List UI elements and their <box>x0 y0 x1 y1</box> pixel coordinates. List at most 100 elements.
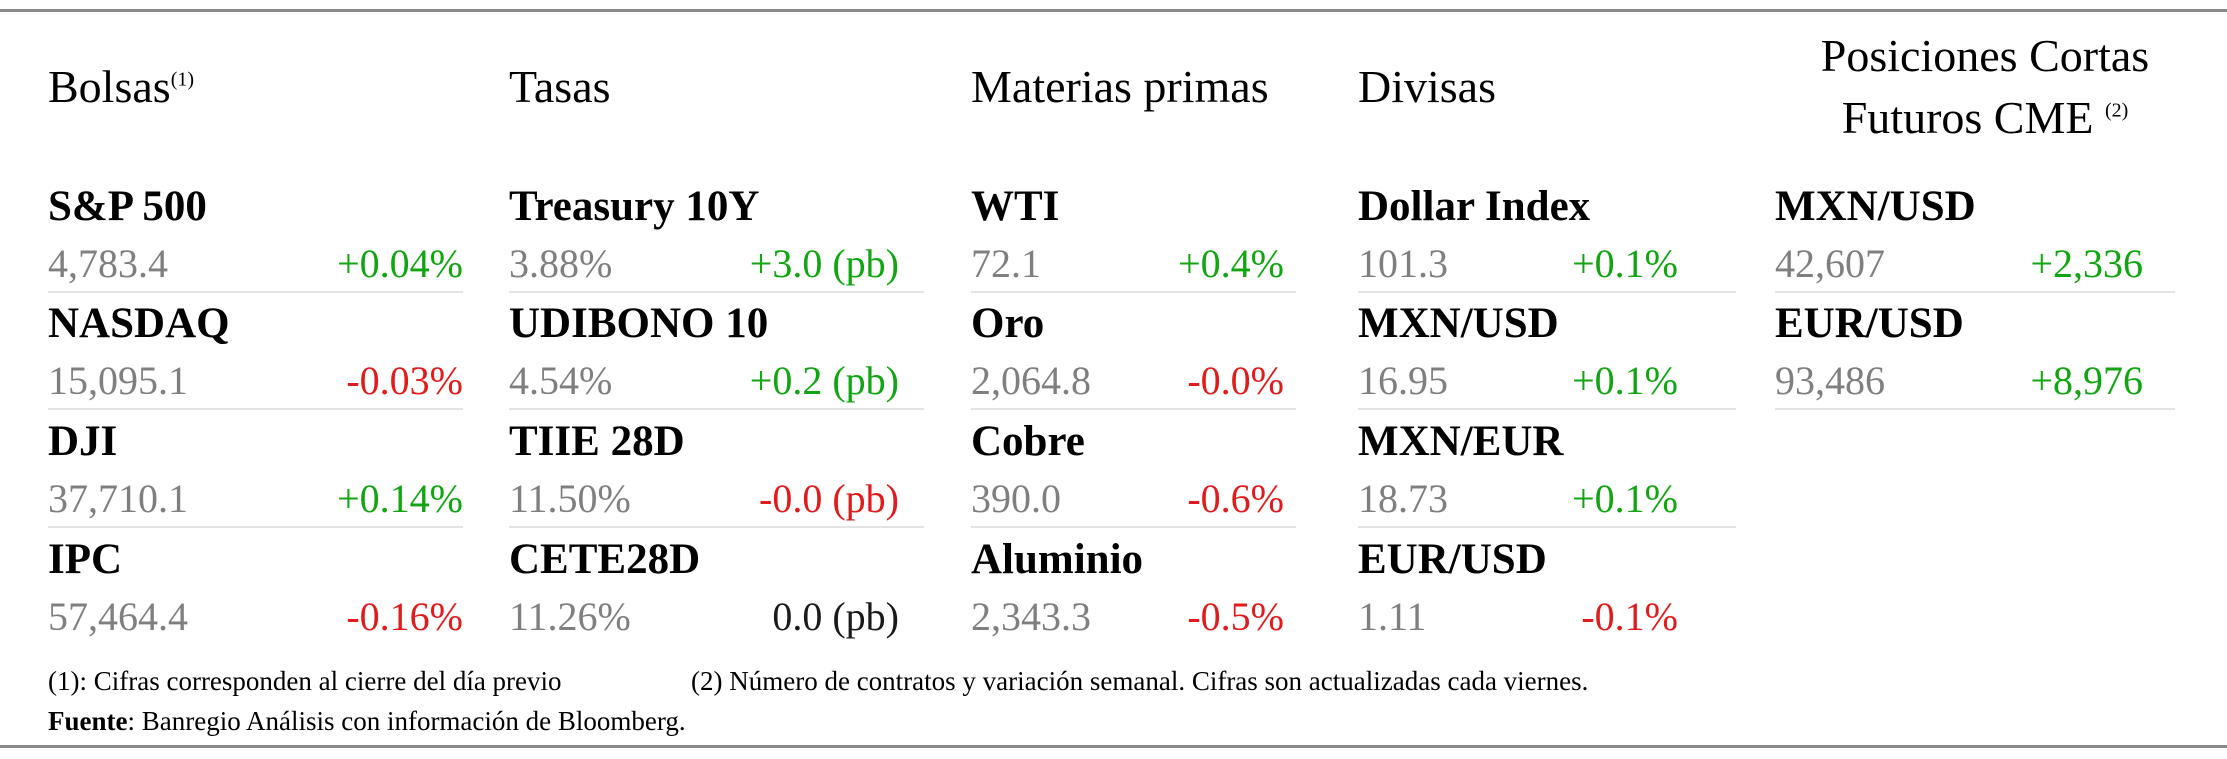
market-item: Aluminio 2,343.3 -0.5% <box>971 535 1296 653</box>
instrument-change: +0.4% <box>1178 241 1284 286</box>
column-header: Posiciones Cortas Futuros CME (2) <box>1755 25 2215 149</box>
instrument-name: CETE28D <box>509 536 701 583</box>
instrument-name: IPC <box>48 536 123 583</box>
instrument-value: 93,486 <box>1775 358 1885 403</box>
instrument-value: 16.95 <box>1358 358 1448 403</box>
instrument-value: 4,783.4 <box>48 241 168 286</box>
column-header: Bolsas(1) <box>48 61 195 112</box>
instrument-name: MXN/USD <box>1358 300 1559 347</box>
row-separator <box>48 291 463 293</box>
market-item: MXN/USD 16.95 +0.1% <box>1358 299 1736 417</box>
footnote-marker: (1) <box>170 68 195 91</box>
column-header: Materias primas <box>971 61 1269 112</box>
instrument-value: 37,710.1 <box>48 476 188 521</box>
instrument-change: +0.2 (pb) <box>749 358 899 403</box>
top-border <box>0 9 2227 12</box>
market-item: IPC 57,464.4 -0.16% <box>48 535 463 653</box>
instrument-name: Aluminio <box>971 536 1144 583</box>
instrument-change: -0.1% <box>1581 594 1678 639</box>
instrument-name: NASDAQ <box>48 300 230 347</box>
market-item: MXN/USD 42,607 +2,336 <box>1775 182 2175 300</box>
instrument-value: 2,064.8 <box>971 358 1091 403</box>
market-item: WTI 72.1 +0.4% <box>971 182 1296 300</box>
instrument-change: +0.1% <box>1572 476 1678 521</box>
row-separator <box>971 526 1296 528</box>
instrument-name: TIIE 28D <box>509 418 685 465</box>
instrument-value: 72.1 <box>971 241 1041 286</box>
market-item: UDIBONO 10 4.54% +0.2 (pb) <box>509 299 924 417</box>
market-item: Cobre 390.0 -0.6% <box>971 417 1296 535</box>
market-item: Treasury 10Y 3.88% +3.0 (pb) <box>509 182 924 300</box>
market-item: CETE28D 11.26% 0.0 (pb) <box>509 535 924 653</box>
market-item: EUR/USD 1.11 -0.1% <box>1358 535 1736 653</box>
instrument-change: +0.14% <box>337 476 463 521</box>
market-item: Dollar Index 101.3 +0.1% <box>1358 182 1736 300</box>
instrument-value: 101.3 <box>1358 241 1448 286</box>
row-separator <box>1775 291 2175 293</box>
instrument-name: Cobre <box>971 418 1085 465</box>
instrument-value: 390.0 <box>971 476 1061 521</box>
instrument-value: 11.50% <box>509 476 631 521</box>
header-line-1: Posiciones Cortas <box>1820 30 2150 81</box>
row-separator <box>1358 291 1736 293</box>
source-note: Fuente: Banregio Análisis con informació… <box>48 706 686 737</box>
instrument-change: +2,336 <box>2030 241 2143 286</box>
instrument-change: 0.0 (pb) <box>772 594 899 639</box>
column-header: Divisas <box>1358 61 1496 112</box>
footnote-marker: (2) <box>2104 99 2129 122</box>
instrument-name: MXN/EUR <box>1358 418 1564 465</box>
instrument-value: 18.73 <box>1358 476 1448 521</box>
instrument-value: 42,607 <box>1775 241 1885 286</box>
instrument-change: -0.03% <box>346 358 463 403</box>
source-label: Fuente <box>48 706 128 736</box>
instrument-change: +8,976 <box>2030 358 2143 403</box>
row-separator <box>509 408 924 410</box>
bottom-border <box>0 745 2227 748</box>
instrument-change: -0.16% <box>346 594 463 639</box>
row-separator <box>48 408 463 410</box>
instrument-name: Oro <box>971 300 1045 347</box>
instrument-name: EUR/USD <box>1775 300 1964 347</box>
instrument-name: WTI <box>971 183 1060 230</box>
row-separator <box>509 526 924 528</box>
instrument-name: Dollar Index <box>1358 183 1591 230</box>
market-item: TIIE 28D 11.50% -0.0 (pb) <box>509 417 924 535</box>
source-text: : Banregio Análisis con información de B… <box>127 706 686 736</box>
instrument-change: -0.0 (pb) <box>759 476 899 521</box>
instrument-change: -0.5% <box>1187 594 1284 639</box>
instrument-change: +0.1% <box>1572 358 1678 403</box>
market-item: MXN/EUR 18.73 +0.1% <box>1358 417 1736 535</box>
market-item: NASDAQ 15,095.1 -0.03% <box>48 299 463 417</box>
row-separator <box>971 408 1296 410</box>
instrument-name: MXN/USD <box>1775 183 1976 230</box>
market-item: DJI 37,710.1 +0.14% <box>48 417 463 535</box>
header-line-2: Futuros CME <box>1841 92 2094 143</box>
market-item: Oro 2,064.8 -0.0% <box>971 299 1296 417</box>
row-separator <box>1358 408 1736 410</box>
instrument-name: DJI <box>48 418 118 465</box>
instrument-value: 11.26% <box>509 594 631 639</box>
instrument-change: +0.04% <box>337 241 463 286</box>
row-separator <box>971 291 1296 293</box>
instrument-change: -0.0% <box>1187 358 1284 403</box>
instrument-name: UDIBONO 10 <box>509 300 769 347</box>
row-separator <box>1358 526 1736 528</box>
row-separator <box>509 291 924 293</box>
instrument-change: +0.1% <box>1572 241 1678 286</box>
market-item: S&P 500 4,783.4 +0.04% <box>48 182 463 300</box>
instrument-value: 2,343.3 <box>971 594 1091 639</box>
market-item: EUR/USD 93,486 +8,976 <box>1775 299 2175 417</box>
instrument-value: 4.54% <box>509 358 613 403</box>
row-separator <box>48 526 463 528</box>
row-separator <box>1775 408 2175 410</box>
instrument-name: EUR/USD <box>1358 536 1547 583</box>
instrument-name: S&P 500 <box>48 183 207 230</box>
column-header: Tasas <box>509 61 611 112</box>
footnote-2: (2) Número de contratos y variación sema… <box>691 666 1589 696</box>
instrument-change: +3.0 (pb) <box>749 241 899 286</box>
footnote-1: (1): Cifras corresponden al cierre del d… <box>48 666 562 696</box>
instrument-value: 1.11 <box>1358 594 1427 639</box>
instrument-value: 3.88% <box>509 241 613 286</box>
instrument-value: 57,464.4 <box>48 594 188 639</box>
instrument-name: Treasury 10Y <box>509 183 760 230</box>
